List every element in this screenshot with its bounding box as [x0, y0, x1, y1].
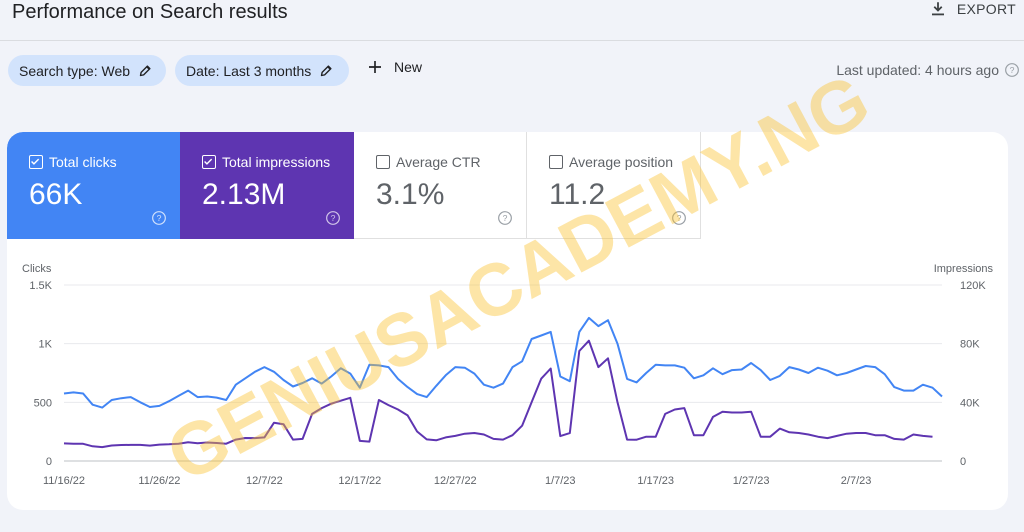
search-type-filter-chip[interactable]: Search type: Web — [8, 55, 166, 86]
page-header: Performance on Search results EXPORT — [0, 0, 1024, 41]
checkbox-unchecked-icon[interactable] — [549, 155, 563, 169]
performance-line-chart[interactable]: Clicks Impressions 1.5K 1K 500 0 120K 80K 40K 0 11… — [7, 132, 1008, 510]
right-axis-tick-label: 80K — [960, 339, 980, 351]
help-icon[interactable]: ? — [151, 210, 167, 226]
svg-text:?: ? — [157, 213, 162, 223]
edit-pencil-icon — [321, 65, 332, 77]
x-axis-tick-label: 1/17/23 — [637, 475, 674, 487]
svg-text:?: ? — [1010, 65, 1015, 75]
export-label: EXPORT — [956, 1, 1016, 17]
svg-text:?: ? — [331, 213, 336, 223]
x-axis-tick-label: 12/7/22 — [246, 475, 283, 487]
x-axis-tick-label: 1/7/23 — [545, 475, 576, 487]
metric-value: 66K — [29, 178, 83, 211]
left-axis-tick-label: 500 — [34, 397, 52, 409]
last-updated-status: Last updated: 4 hours ago ? — [836, 62, 1020, 78]
metric-value: 11.2 — [549, 178, 606, 211]
last-updated-text: Last updated: 4 hours ago — [836, 62, 999, 78]
x-axis-tick-label: 12/27/22 — [434, 475, 477, 487]
right-axis-tick-label: 120K — [960, 280, 986, 292]
x-axis-tick-label: 12/17/22 — [338, 475, 381, 487]
search-type-label: Search type: Web — [19, 62, 131, 79]
metric-tile-average-ctr[interactable]: Average CTR 3.1% ? — [354, 132, 527, 239]
svg-text:?: ? — [503, 213, 508, 223]
x-axis-tick-label: 2/7/23 — [841, 475, 872, 487]
help-icon[interactable]: ? — [325, 210, 341, 226]
x-axis-tick-label: 11/16/22 — [43, 475, 85, 487]
metric-value: 3.1% — [376, 178, 445, 211]
metric-label: Total impressions — [222, 154, 331, 170]
date-filter-label: Date: Last 3 months — [186, 62, 312, 79]
metric-tile-average-position[interactable]: Average position 11.2 ? — [527, 132, 701, 239]
x-axis-tick-label: 11/26/22 — [138, 475, 180, 487]
right-axis-tick-label: 0 — [960, 456, 966, 468]
metric-tile-total-clicks[interactable]: Total clicks 66K ? — [7, 132, 180, 239]
metric-label: Average position — [569, 154, 674, 170]
export-button[interactable]: EXPORT — [929, 0, 1016, 18]
metric-label: Average CTR — [396, 154, 481, 170]
checkbox-unchecked-icon[interactable] — [376, 155, 390, 169]
date-filter-chip[interactable]: Date: Last 3 months — [175, 55, 349, 86]
page-title: Performance on Search results — [12, 1, 288, 23]
right-axis-tick-label: 40K — [960, 397, 980, 409]
series-line-clicks — [63, 316, 943, 409]
performance-card: Total clicks 66K ? Total impressions 2.1… — [7, 132, 1008, 510]
help-icon[interactable]: ? — [671, 210, 687, 226]
checkbox-checked-icon[interactable] — [29, 155, 43, 169]
help-icon[interactable]: ? — [1004, 62, 1020, 78]
left-axis-title: Clicks — [22, 263, 52, 275]
svg-text:?: ? — [677, 213, 682, 223]
new-filter-button[interactable]: New — [366, 58, 422, 76]
metric-tile-total-impressions[interactable]: Total impressions 2.13M ? — [180, 132, 354, 239]
right-axis-title: Impressions — [934, 263, 994, 275]
plus-icon — [369, 61, 381, 73]
help-icon[interactable]: ? — [497, 210, 513, 226]
left-axis-tick-label: 0 — [46, 456, 52, 468]
download-icon — [931, 2, 944, 16]
checkbox-checked-icon[interactable] — [202, 155, 216, 169]
left-axis-tick-label: 1K — [39, 339, 53, 351]
series-line-impressions — [63, 339, 933, 449]
x-axis-tick-label: 1/27/23 — [733, 475, 770, 487]
metric-value: 2.13M — [202, 178, 286, 211]
new-filter-label: New — [394, 59, 423, 75]
left-axis-tick-label: 1.5K — [29, 280, 52, 292]
edit-pencil-icon — [139, 65, 151, 77]
metric-label: Total clicks — [49, 154, 117, 170]
